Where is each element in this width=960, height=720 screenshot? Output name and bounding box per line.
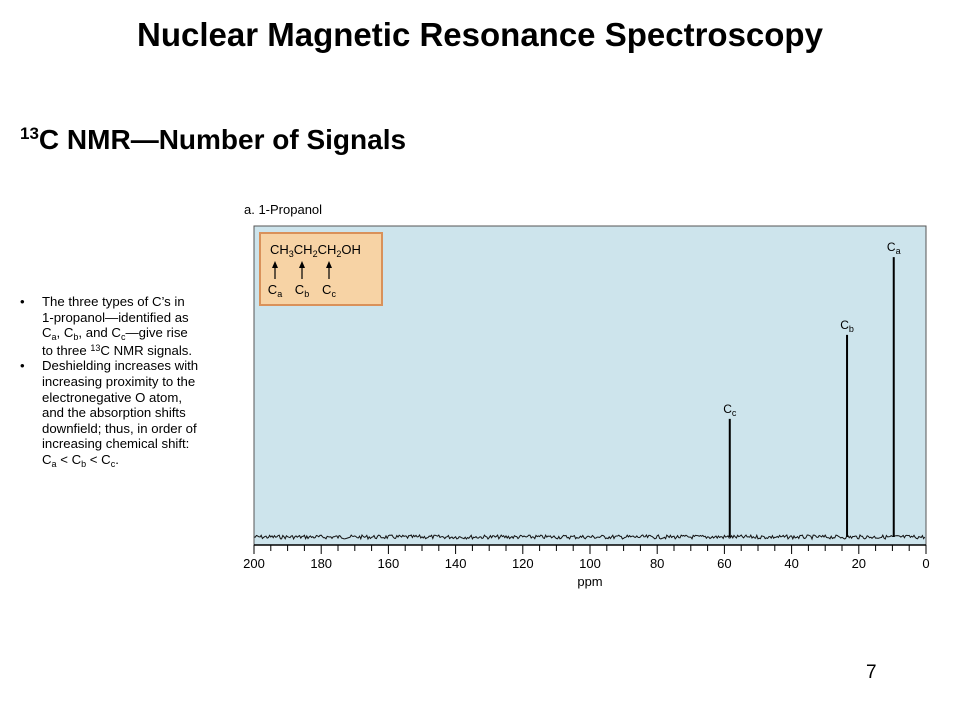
text-fragment: to three — [42, 342, 91, 358]
slide-title: Nuclear Magnetic Resonance Spectroscopy — [137, 16, 823, 53]
inset-label-subscript: c — [331, 289, 336, 299]
bullet-item-2: • Deshielding increases with increasing … — [18, 358, 233, 469]
arrow-head-icon — [326, 261, 332, 268]
x-tick-label: 120 — [512, 556, 534, 571]
subscript: b — [81, 458, 87, 469]
text-fragment: < C — [56, 451, 82, 467]
arrow-head-icon — [272, 261, 278, 268]
text-fragment: C — [42, 451, 52, 467]
bullet-2-line-2: increasing proximity to the — [42, 373, 196, 389]
baseline-noise-trace — [253, 533, 926, 541]
subscript: a — [51, 458, 57, 469]
bullet-1-line-3: Ca, Cb, and Cc—give rise — [42, 325, 233, 343]
text-fragment: —give rise — [125, 325, 188, 341]
inset-label-a: Ca — [268, 282, 282, 299]
bullet-item-1: • The three types of C’s in 1-propanol—i… — [18, 294, 233, 358]
text-fragment: C NMR signals. — [100, 342, 193, 358]
x-tick-label: 180 — [310, 556, 332, 571]
formula-subscript: 3 — [289, 249, 294, 259]
bullet-1-line-4: to three 13C NMR signals. — [42, 343, 233, 359]
text-fragment: < C — [86, 451, 111, 467]
formula-text: CH — [270, 242, 289, 257]
peak-label-b: Cb — [840, 318, 854, 334]
baseline-noise — [253, 533, 926, 541]
x-tick-label: 140 — [445, 556, 467, 571]
subscript: b — [73, 332, 79, 343]
superscript: 13 — [90, 342, 101, 353]
chart-title: a. 1-Propanol — [244, 202, 323, 217]
bullet-2-line-3: electronegative O atom, — [42, 389, 183, 405]
x-tick-label: 200 — [243, 556, 265, 571]
bullet-2-line-4: and the absorption shifts — [42, 405, 186, 421]
bullet-2-line-1: Deshielding increases with — [42, 358, 199, 374]
inset-label-letter: C — [322, 282, 331, 297]
bullet-dot-icon: • — [20, 358, 25, 374]
subtitle-superscript: 13 — [20, 124, 39, 143]
formula-subscript: 2 — [313, 249, 318, 259]
subtitle-text: C NMR—Number of Signals — [38, 124, 407, 155]
bullet-list: • The three types of C’s in 1-propanol—i… — [18, 294, 233, 470]
bullet-2-line-6: increasing chemical shift: — [42, 436, 190, 452]
inset-label-letter: C — [295, 282, 304, 297]
bullet-2-line-5: downfield; thus, in order of — [42, 420, 197, 436]
x-tick-label: 0 — [922, 556, 929, 571]
peak-label-letter: C — [723, 402, 732, 416]
bullet-2-line-7: Ca < Cb < Cc. — [42, 452, 233, 470]
peak-label-c: Cc — [723, 402, 737, 418]
inset-label-subscript: b — [304, 289, 309, 299]
formula-subscript: 2 — [336, 249, 341, 259]
x-tick-label: 80 — [650, 556, 664, 571]
subscript: c — [110, 458, 116, 469]
x-tick-label: 60 — [717, 556, 731, 571]
arrow-head-icon — [299, 261, 305, 268]
slide-subtitle: 13C NMR—Number of Signals — [20, 124, 406, 156]
inset-label-subscript: a — [277, 289, 282, 299]
bullet-dot-icon: • — [20, 294, 25, 309]
subscript: c — [120, 332, 126, 343]
peak-label-letter: C — [840, 318, 849, 332]
page-number: 7 — [866, 662, 877, 683]
peak-label-subscript: c — [732, 408, 737, 418]
peak-label-subscript: a — [896, 246, 901, 256]
structure-formula: CH3CH2CH2OH — [270, 242, 361, 259]
inset-label-b: Cb — [295, 282, 309, 299]
peak-label-subscript: b — [849, 324, 854, 334]
bullet-1-line-1: The three types of C’s in — [42, 294, 185, 309]
x-tick-label: 160 — [378, 556, 400, 571]
peak-label-letter: C — [887, 240, 896, 254]
peak-label-a: Ca — [887, 240, 901, 256]
x-tick-label: 20 — [852, 556, 866, 571]
x-tick-label: 40 — [784, 556, 798, 571]
formula-text: CH — [318, 242, 337, 257]
inset-label-c: Cc — [322, 282, 336, 299]
inset-box — [259, 232, 383, 306]
text-fragment: C — [42, 325, 52, 341]
formula-text: CH — [294, 242, 313, 257]
inset-label-letter: C — [268, 282, 277, 297]
text-fragment: . — [115, 451, 119, 467]
text-fragment: , and C — [78, 325, 121, 341]
formula-text: OH — [341, 242, 361, 257]
subscript: a — [51, 332, 57, 343]
x-axis-title: ppm — [577, 574, 602, 589]
x-tick-label: 100 — [579, 556, 601, 571]
text-fragment: , C — [56, 325, 74, 341]
bullet-1-line-2: 1-propanol—identified as — [42, 309, 189, 325]
